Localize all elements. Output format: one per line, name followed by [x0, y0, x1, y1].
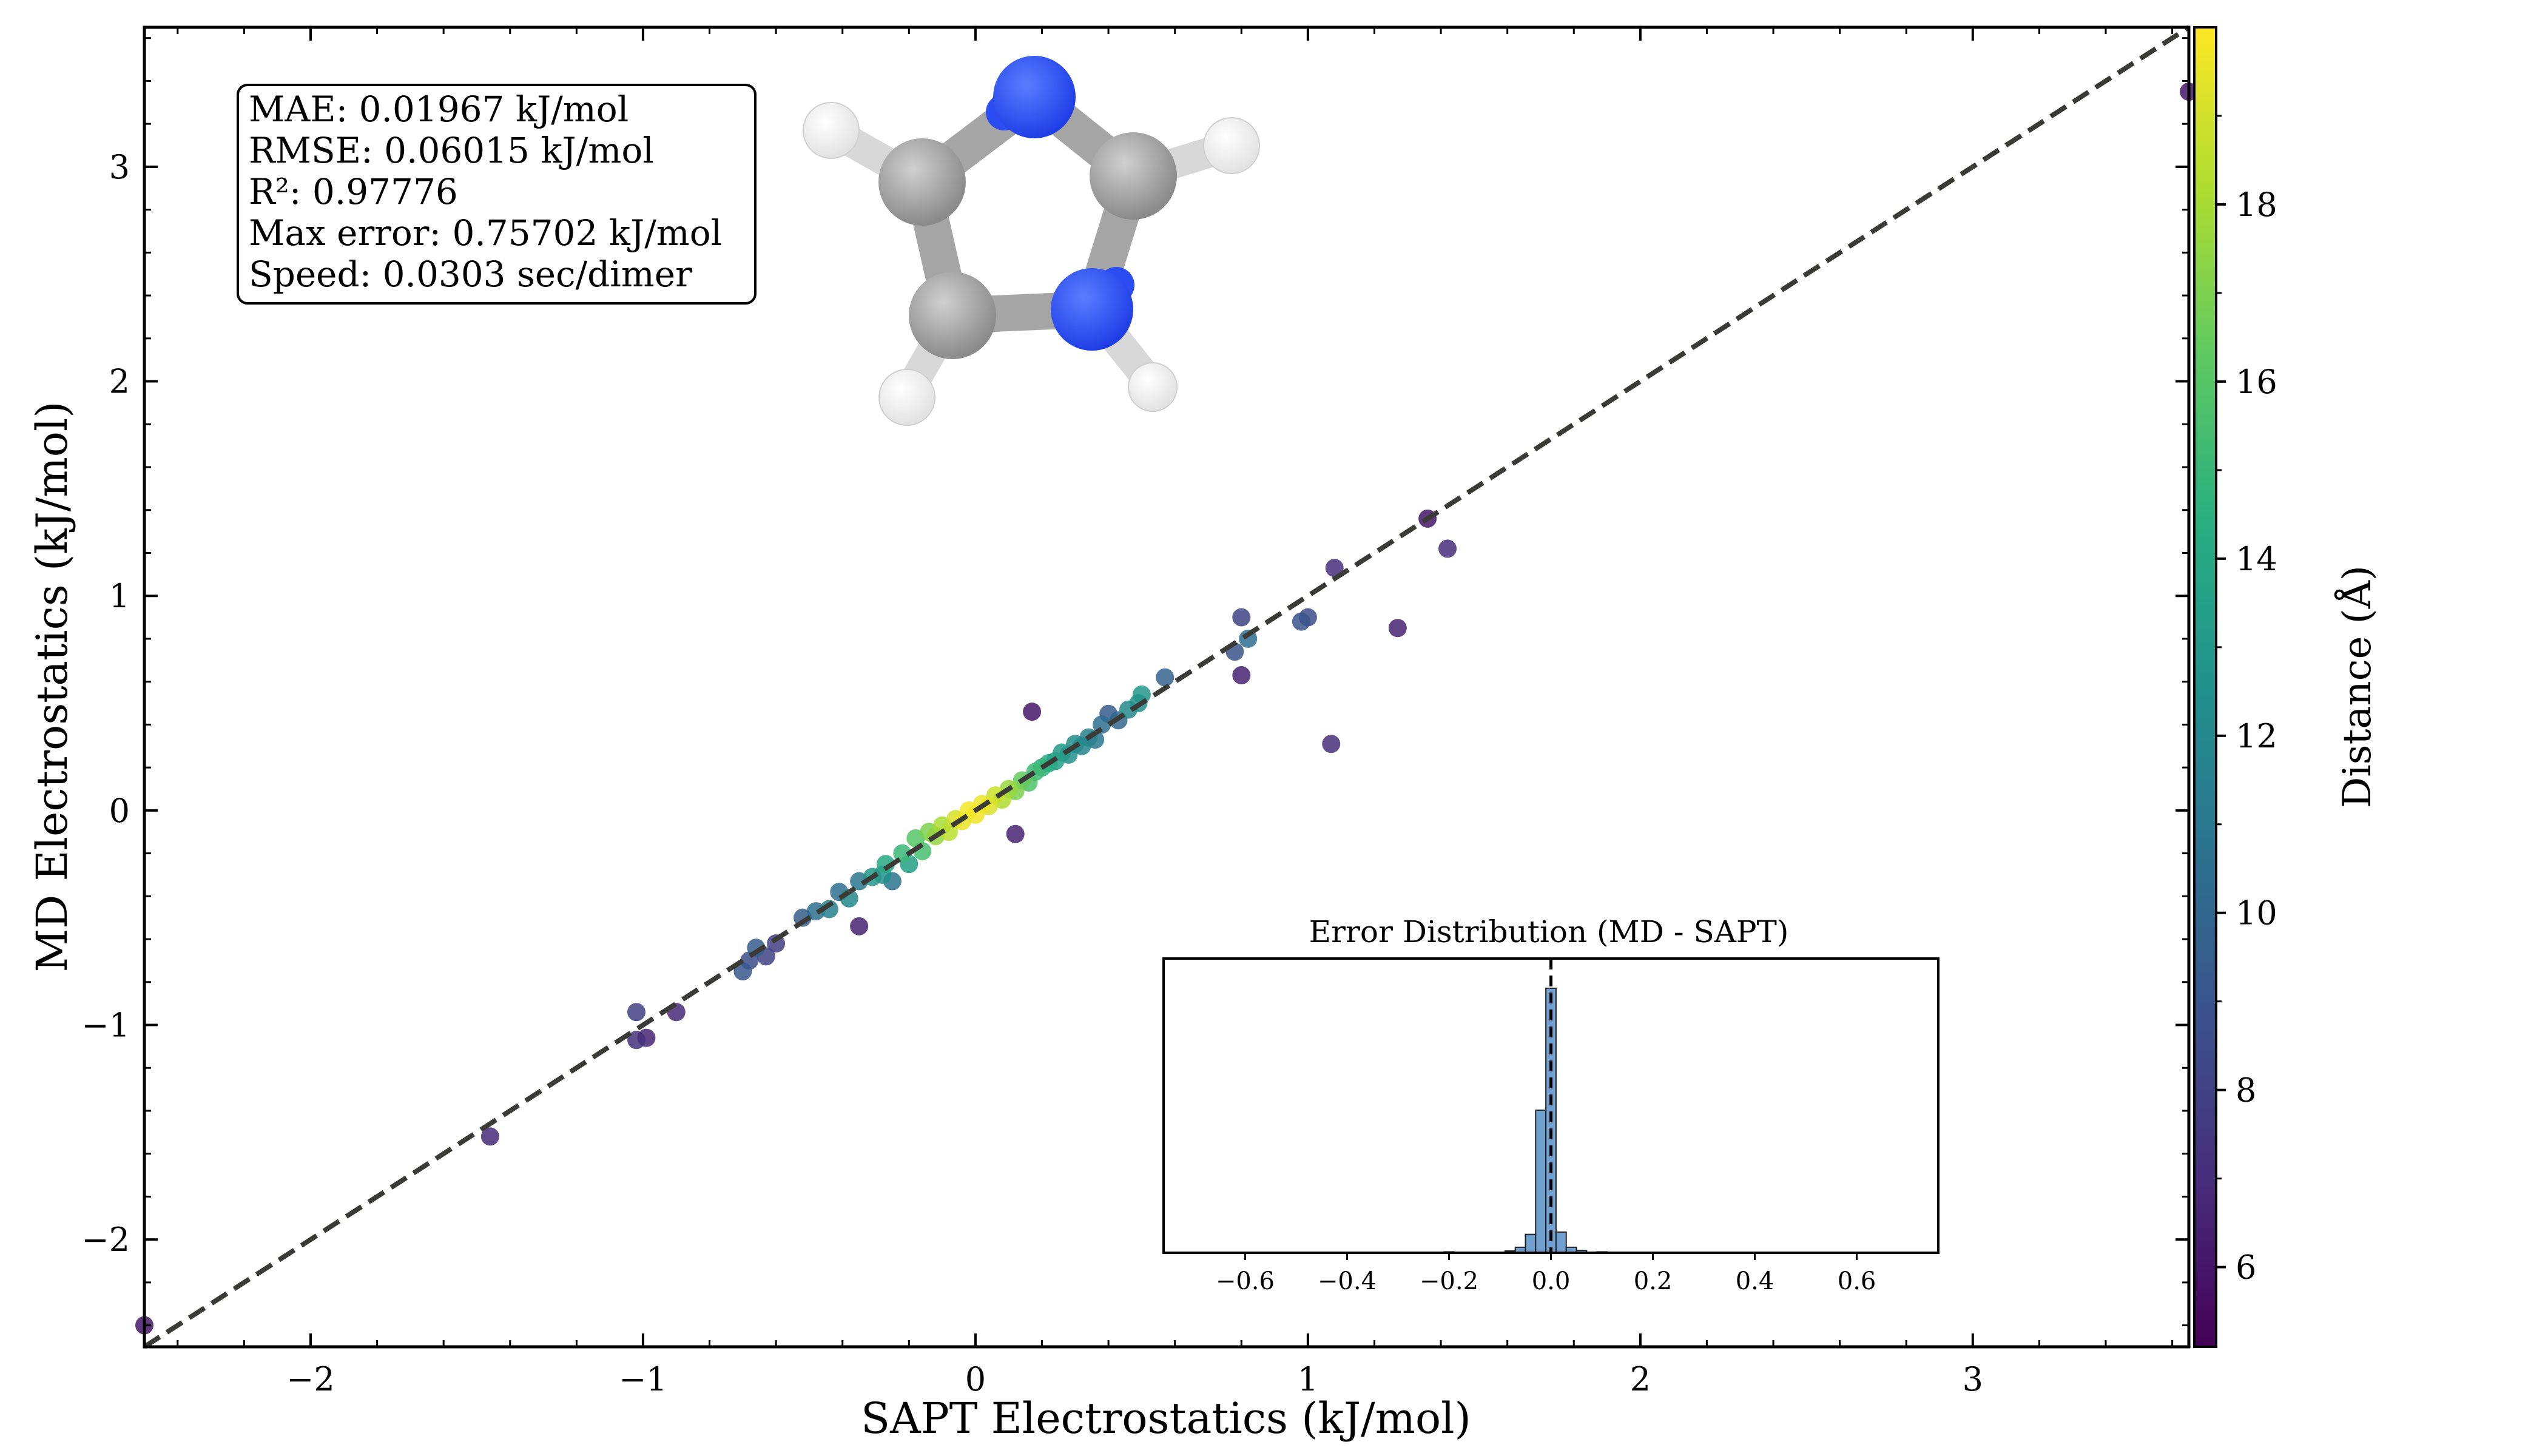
histogram-bar	[1535, 1109, 1547, 1253]
scatter-point	[1325, 559, 1344, 578]
scatter-point	[1232, 666, 1251, 685]
scatter-point	[1132, 685, 1151, 704]
scatter-point	[1438, 539, 1457, 558]
axis-ticks	[144, 27, 2189, 1347]
scatter-points	[135, 83, 2198, 1335]
colorbar-tick-label: 14	[2236, 540, 2277, 578]
colorbar-label: Distance (Å)	[2334, 565, 2380, 808]
carbon-atom	[878, 138, 966, 226]
hydrogen-atom	[803, 102, 860, 159]
y-tick-label: 3	[109, 148, 130, 186]
molecule-illustration	[803, 56, 1260, 426]
scatter-point	[1232, 608, 1251, 627]
carbon-atom	[1090, 132, 1177, 220]
scatter-point	[876, 855, 895, 874]
colorbar-tick-label: 16	[2236, 363, 2277, 401]
colorbar-tick-label: 12	[2236, 717, 2277, 755]
x-tick-label: 3	[1963, 1360, 1983, 1398]
scatter-point	[1156, 668, 1175, 687]
scatter-point	[1322, 735, 1341, 753]
inset-histogram: Error Distribution (MD - SAPT) −0.6 −0.4−…	[1162, 914, 1940, 1295]
scatter-point	[627, 1031, 645, 1050]
inset-title: Error Distribution (MD - SAPT)	[1309, 914, 1789, 949]
x-tick-label: −1	[619, 1360, 667, 1398]
x-axis-label: SAPT Electrostatics (kJ/mol)	[861, 1394, 1471, 1443]
scatter-point	[1023, 703, 1042, 721]
nitrogen-atom	[993, 56, 1076, 138]
scatter-point	[1006, 824, 1025, 843]
y-tick-label: 1	[109, 577, 130, 615]
stats-box-frame	[237, 84, 757, 305]
hydrogen-atom	[1203, 117, 1260, 174]
colorbar-tick-label: 18	[2236, 186, 2277, 224]
colorbar: 6 8 10 12 14 16 18 Distance (Å)	[2193, 26, 2380, 1348]
x-tick-label: 1	[1298, 1360, 1318, 1398]
colorbar-tick-label: 6	[2236, 1249, 2256, 1287]
scatter-point	[820, 900, 838, 918]
scatter-point	[480, 1127, 499, 1146]
inset-tick-label: −0.4	[1318, 1267, 1377, 1295]
reference-line	[143, 25, 2191, 1349]
colorbar-tick-label: 10	[2236, 894, 2277, 932]
colorbar-ticks: 6 8 10 12 14 16 18	[2216, 115, 2277, 1287]
nitrogen-atom	[1051, 268, 1133, 351]
y-tick-label: −2	[81, 1221, 130, 1259]
inset-tick-label: 0.2	[1634, 1267, 1673, 1295]
y-axis-label: MD Electrostatics (kJ/mol)	[27, 401, 77, 972]
stats-speed: Speed: 0.0303 sec/dimer	[249, 254, 692, 295]
colorbar-frame	[2193, 26, 2217, 1348]
stats-max-error: Max error: 0.75702 kJ/mol	[249, 212, 722, 254]
inset-axis-ticks	[1244, 1253, 1858, 1260]
stats-mae: MAE: 0.01967 kJ/mol	[249, 89, 629, 130]
scatter-point	[1292, 612, 1310, 631]
scatter-point	[850, 917, 869, 935]
scatter-point	[627, 1003, 645, 1022]
colorbar-tick-label: 8	[2236, 1071, 2256, 1110]
y-tick-label: −1	[81, 1006, 130, 1045]
stats-r2: R²: 0.97776	[249, 171, 458, 212]
inset-tick-label: 0.6	[1838, 1267, 1876, 1295]
scatter-point	[1388, 619, 1407, 638]
axis-tick-labels: −2 −2 −1 −1 0 0 1 1 2 2 3 3	[81, 148, 1983, 1398]
stats-box: MAE: 0.01967 kJ/mol RMSE: 0.06015 kJ/mol…	[237, 84, 757, 305]
stats-rmse: RMSE: 0.06015 kJ/mol	[249, 130, 654, 171]
hydrogen-atom	[1128, 362, 1178, 412]
inset-tick-label: 0.4	[1736, 1267, 1774, 1295]
inset-tick-label: −0.6	[1216, 1267, 1275, 1295]
x-tick-label: 0	[965, 1360, 986, 1398]
x-tick-label: −2	[286, 1360, 335, 1398]
plot-frame	[143, 25, 2191, 1349]
inset-tick-labels: −0.6 −0.4 −0.2 0.0 0.2 0.4 0.6	[1216, 1267, 1876, 1295]
histogram-bar	[1555, 1231, 1567, 1253]
y-tick-label: 2	[109, 363, 130, 401]
inset-tick-label: 0.0	[1532, 1267, 1571, 1295]
colorbar-strip	[2194, 27, 2216, 1347]
y-tick-label: 0	[109, 792, 130, 830]
inset-tick-label: −0.2	[1420, 1267, 1478, 1295]
hydrogen-atom	[878, 369, 935, 426]
scatter-point	[733, 962, 752, 981]
x-tick-label: 2	[1630, 1360, 1651, 1398]
carbon-atom	[909, 272, 996, 359]
histogram-bar	[1525, 1233, 1537, 1253]
